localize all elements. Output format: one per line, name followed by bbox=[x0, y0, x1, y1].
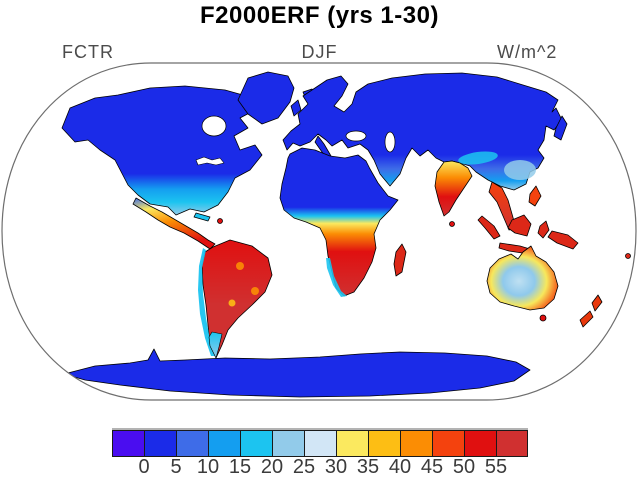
colorbar-cell bbox=[112, 430, 144, 457]
andes-strip bbox=[198, 248, 216, 356]
colorbar-cell bbox=[272, 430, 304, 457]
island-hispaniola bbox=[217, 218, 223, 224]
patagonia-strip bbox=[208, 331, 223, 359]
tibet-himalaya-strip bbox=[458, 151, 498, 165]
landmass-india bbox=[434, 160, 473, 217]
colorbar-tick-label: 30 bbox=[324, 456, 348, 478]
colorbar-tick-label: 20 bbox=[260, 456, 284, 478]
colorbar-cell bbox=[176, 430, 208, 457]
landmass-south-america bbox=[201, 239, 273, 359]
landmass-north-america bbox=[61, 85, 263, 216]
caspian-sea bbox=[384, 131, 396, 153]
colorbar-cell bbox=[432, 430, 464, 457]
colorbar-cell bbox=[208, 430, 240, 457]
colorbar-tick-label: 50 bbox=[452, 456, 476, 478]
colorbar-tick-label: 10 bbox=[196, 456, 220, 478]
namibia-coast-strip bbox=[326, 258, 347, 297]
landmass-australia bbox=[486, 245, 559, 311]
colorbar-tick-label: 5 bbox=[170, 456, 182, 478]
island-sumatra bbox=[477, 215, 501, 240]
landmass-japan bbox=[553, 115, 568, 141]
landmass-britain bbox=[290, 99, 302, 117]
island-new-guinea bbox=[547, 230, 579, 250]
plot-title: F2000ERF (yrs 1-30) bbox=[200, 2, 439, 29]
island-philippines bbox=[528, 185, 542, 207]
island-new-zealand-north bbox=[591, 294, 603, 312]
colorbar-cell bbox=[400, 430, 432, 457]
landmass-mexico-central-america bbox=[132, 197, 216, 250]
island-fiji bbox=[625, 253, 631, 259]
brazil-speckle bbox=[251, 287, 259, 295]
colorbar bbox=[112, 428, 528, 457]
hudson-bay bbox=[201, 115, 227, 137]
colorbar-tick-label: 45 bbox=[420, 456, 444, 478]
great-lakes bbox=[195, 156, 225, 166]
island-madagascar bbox=[393, 243, 407, 277]
island-sri-lanka bbox=[449, 221, 455, 227]
colorbar-tick-label: 15 bbox=[228, 456, 252, 478]
island-borneo bbox=[507, 214, 532, 237]
panel-label-left: FCTR bbox=[62, 42, 114, 62]
colorbar-cell bbox=[464, 430, 496, 457]
colorbar-cell bbox=[496, 430, 528, 457]
landmass-eurasia bbox=[282, 72, 563, 191]
colorbar-tick-label: 25 bbox=[292, 456, 316, 478]
landmass-africa bbox=[279, 147, 399, 297]
island-cuba bbox=[193, 212, 211, 222]
island-tasmania bbox=[539, 314, 547, 322]
amazon-speckle bbox=[236, 262, 244, 270]
colorbar-cell bbox=[336, 430, 368, 457]
chaco-speckle bbox=[228, 299, 236, 307]
black-sea bbox=[345, 130, 367, 142]
island-sulawesi bbox=[537, 220, 550, 239]
colorbar-tick-label: 55 bbox=[484, 456, 508, 478]
colorbar-cell bbox=[304, 430, 336, 457]
colorbar-ticks: 0 5 10 15 20 25 30 35 40 45 50 55 bbox=[112, 456, 528, 478]
landmass-antarctica bbox=[63, 348, 531, 398]
map-outline bbox=[1, 62, 637, 401]
units-label: W/m^2 bbox=[497, 42, 558, 62]
colorbar-cell bbox=[368, 430, 400, 457]
colorbar-tick-label: 35 bbox=[356, 456, 380, 478]
colorbar-cell bbox=[144, 430, 176, 457]
landmass-greenland bbox=[237, 71, 295, 125]
panel-label-season: DJF bbox=[301, 42, 338, 62]
colorbar-cell bbox=[240, 430, 272, 457]
south-china-band bbox=[504, 160, 536, 180]
colorbar-tick-label: 0 bbox=[138, 456, 150, 478]
colorbar-tick-label: 40 bbox=[388, 456, 412, 478]
island-new-zealand-south bbox=[579, 310, 594, 328]
